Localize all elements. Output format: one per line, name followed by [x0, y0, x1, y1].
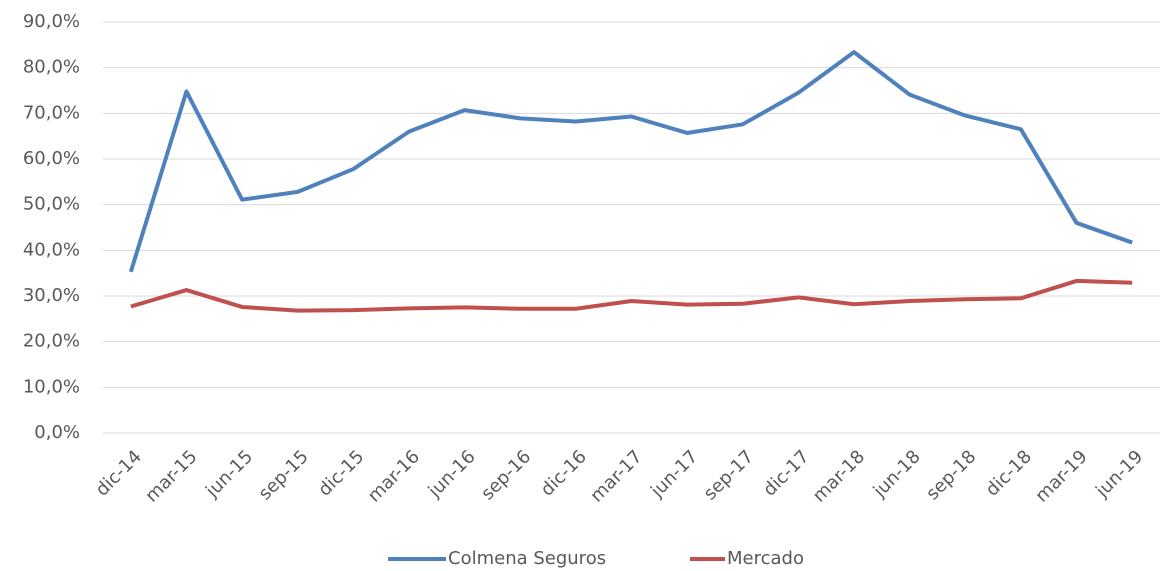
y-tick-label: 90,0%	[23, 11, 80, 32]
x-tick-label: mar-17	[586, 446, 646, 506]
x-tick-label: dic-18	[982, 446, 1036, 500]
x-tick-label: mar-16	[364, 446, 424, 506]
x-tick-label: mar-18	[809, 446, 869, 506]
x-tick-label: dic-15	[314, 446, 368, 500]
y-tick-label: 30,0%	[23, 285, 80, 306]
y-tick-label: 10,0%	[23, 376, 80, 397]
y-tick-label: 60,0%	[23, 148, 80, 169]
x-tick-label: jun-17	[646, 446, 702, 502]
x-tick-label: jun-19	[1091, 446, 1147, 502]
y-tick-label: 70,0%	[23, 102, 80, 123]
y-tick-label: 50,0%	[23, 194, 80, 215]
x-tick-label: sep-18	[922, 446, 980, 504]
line	[128, 50, 1133, 273]
x-tick-label: jun-18	[869, 446, 925, 502]
line	[130, 278, 1133, 313]
x-tick-label: dic-17	[759, 446, 813, 500]
x-tick-label: jun-16	[424, 446, 480, 502]
x-tick-label: dic-16	[537, 446, 591, 500]
x-tick-label: sep-16	[477, 446, 535, 504]
x-tick-label: sep-15	[255, 446, 313, 504]
x-tick-label: jun-15	[201, 446, 257, 502]
x-tick-label: mar-15	[141, 446, 201, 506]
legend-label: Colmena Seguros	[448, 548, 606, 569]
y-tick-label: 0,0%	[34, 422, 80, 443]
y-tick-label: 40,0%	[23, 239, 80, 260]
x-tick-label: dic-14	[92, 446, 146, 500]
legend-label: Mercado	[727, 548, 804, 569]
y-tick-label: 20,0%	[23, 331, 80, 352]
y-tick-label: 80,0%	[23, 57, 80, 78]
x-tick-label: sep-17	[700, 446, 758, 504]
x-tick-label: mar-19	[1031, 446, 1091, 506]
